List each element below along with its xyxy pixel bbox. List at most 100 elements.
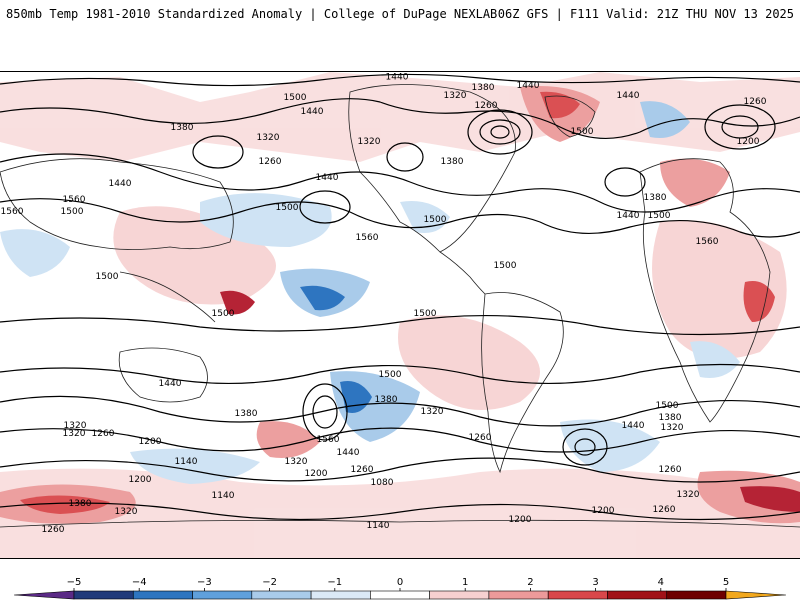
contour-line — [0, 502, 800, 521]
colorbar-tick-label: 4 — [658, 577, 664, 588]
contour-label: 1080 — [371, 478, 394, 488]
contour-label: 1380 — [644, 193, 667, 203]
contour-label: 1320 — [677, 490, 700, 500]
contour-label: 1320 — [444, 91, 467, 101]
colorbar-ticks: −5 −4 −3 −2 −1 0 1 2 3 4 5 — [67, 577, 729, 591]
contour-label: 1380 — [659, 413, 682, 423]
contour-label: 1200 — [129, 475, 152, 485]
contour-label: 1500 — [656, 401, 679, 411]
colorbar-segments — [13, 590, 787, 600]
anomaly-region-neg — [640, 101, 690, 138]
coastline-antarctica — [0, 519, 800, 528]
contour-label: 1560 — [63, 195, 86, 205]
contour-label: 1200 — [139, 437, 162, 447]
anomaly-map: 1440 1500 1440 1380 1320 1260 1440 1440 … — [0, 71, 800, 559]
contour-label: 1500 — [648, 211, 671, 221]
contour-label: 1320 — [115, 507, 138, 517]
colorbar-extend-high — [725, 590, 787, 600]
contour-label: 1200 — [509, 515, 532, 525]
contour-label: 1500 — [414, 309, 437, 319]
contour-closed — [604, 167, 646, 197]
colorbar-segment — [132, 590, 193, 600]
anomaly-region-strong-pos — [220, 290, 255, 315]
contour-label: 1320 — [64, 421, 87, 431]
contour-label: 1320 — [63, 429, 86, 439]
contour-label: 1560 — [356, 233, 379, 243]
contour-closed — [574, 438, 596, 456]
contour-line — [0, 315, 800, 336]
colorbar-segment — [429, 590, 490, 600]
contour-label: 1500 — [96, 272, 119, 282]
contour-label: 1440 — [109, 179, 132, 189]
contour-label: 1380 — [235, 409, 258, 419]
coastline-australia — [118, 347, 208, 403]
anomaly-region-strong-neg — [300, 285, 345, 311]
colorbar-segment — [251, 590, 312, 600]
contour-line — [0, 457, 800, 483]
contour-line — [0, 427, 800, 453]
colorbar-segment — [666, 590, 727, 600]
contour-label: 1440 — [517, 81, 540, 91]
contour-label: 1380 — [69, 499, 92, 509]
contour-label: 1320 — [358, 137, 381, 147]
coastline-asia — [0, 158, 234, 250]
contour-label: 1140 — [212, 491, 235, 501]
contour-line — [0, 153, 800, 213]
contour-label: 1140 — [175, 457, 198, 467]
contour-label: 1200 — [305, 469, 328, 479]
colorbar-tick-label: 3 — [592, 577, 598, 588]
anomaly-region-pos — [256, 421, 320, 458]
anomaly-region-strong-pos — [740, 486, 800, 512]
contour-label: 1260 — [92, 429, 115, 439]
colorbar-segment — [310, 590, 371, 600]
contour-label: 1260 — [469, 433, 492, 443]
anomaly-region-pos — [660, 158, 730, 207]
contour-label: 1440 — [617, 91, 640, 101]
colorbar-tick-label: 0 — [397, 577, 403, 588]
colorbar: −5 −4 −3 −2 −1 0 1 2 3 4 5 — [0, 560, 800, 600]
coastline-central-america — [439, 251, 486, 295]
contour-label: 1440 — [159, 379, 182, 389]
contour-label: 1200 — [592, 506, 615, 516]
contour-closed — [467, 109, 533, 155]
coastline-south-america — [481, 292, 564, 474]
contour-label: 1320 — [257, 133, 280, 143]
contour-label: 1500 — [571, 127, 594, 137]
contour-label: 1560 — [1, 207, 24, 217]
contour-label: 1440 — [337, 448, 360, 458]
contour-label: 1440 — [622, 421, 645, 431]
colorbar-tick-label: 2 — [527, 577, 533, 588]
colorbar-segment — [607, 590, 668, 600]
contour-label: 1260 — [475, 101, 498, 111]
contour-label: 1260 — [659, 465, 682, 475]
contour-label: 1500 — [284, 93, 307, 103]
anomaly-region-neg — [0, 229, 70, 277]
contour-label: 1440 — [301, 107, 324, 117]
contour-label: 1260 — [42, 525, 65, 535]
colorbar-segment — [73, 590, 134, 600]
colorbar-tick-label: −4 — [132, 577, 147, 588]
contour-label: 1320 — [285, 457, 308, 467]
colorbar-tick-label: 5 — [723, 577, 729, 588]
map-title: 850mb Temp 1981-2010 Standardized Anomal… — [6, 7, 498, 21]
contour-label: 1500 — [424, 215, 447, 225]
contour-closed — [192, 135, 244, 169]
colorbar-segment — [370, 590, 430, 600]
contour-label: 1380 — [472, 83, 495, 93]
anomaly-region-pos — [0, 72, 800, 162]
contour-label: 1500 — [276, 203, 299, 213]
anomaly-region-pos — [398, 315, 540, 410]
contour-label: 1320 — [421, 407, 444, 417]
contour-label: 1260 — [351, 465, 374, 475]
height-contours — [0, 73, 800, 521]
anomaly-region-neg — [200, 193, 332, 247]
contour-label: 1260 — [259, 157, 282, 167]
contour-closed — [479, 119, 521, 145]
header-bar: 850mb Temp 1981-2010 Standardized Anomal… — [0, 0, 800, 30]
colorbar-tick-label: 1 — [462, 577, 468, 588]
anomaly-region-pos — [652, 220, 787, 359]
colorbar-tick-label: −2 — [262, 577, 277, 588]
contour-label: 1140 — [367, 521, 390, 531]
colorbar-segment — [547, 590, 608, 600]
anomaly-region-neg — [690, 341, 740, 378]
